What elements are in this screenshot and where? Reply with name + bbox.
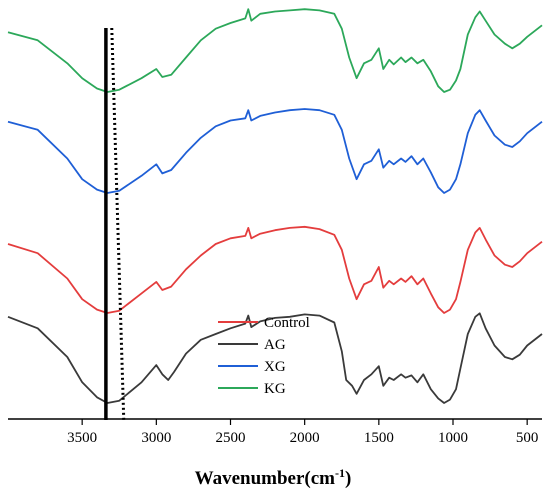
series-group <box>7 8 543 404</box>
series-line-kg <box>7 8 543 93</box>
x-tick-label: 3500 <box>67 430 97 446</box>
legend-label: AG <box>264 337 286 353</box>
x-tick-label: 1500 <box>364 430 394 446</box>
x-tick-label: 2000 <box>290 430 320 446</box>
x-tick-label: 1000 <box>438 430 468 446</box>
x-axis: 3500 3000 2500 2000 1500 1000 500 <box>8 418 542 446</box>
reference-lines <box>104 27 126 421</box>
legend-label: KG <box>264 381 286 397</box>
x-axis-title: Wavenumber(cm-1) <box>195 466 352 489</box>
legend-label: XG <box>264 359 286 375</box>
x-tick-label: 3000 <box>141 430 171 446</box>
x-axis-title-close: ) <box>345 468 351 489</box>
series-line-ag <box>7 312 543 404</box>
legend-label: Control <box>264 315 310 331</box>
x-tick-label: 500 <box>516 430 539 446</box>
reference-line-dotted <box>110 27 126 421</box>
series-line-control <box>7 225 543 314</box>
series-line-xg <box>7 108 543 194</box>
x-axis-title-main: Wavenumber(cm <box>195 468 336 489</box>
legend: Control AG XG KG <box>218 315 310 397</box>
x-tick-label: 2500 <box>216 430 246 446</box>
x-axis-title-sup: -1 <box>335 466 345 480</box>
